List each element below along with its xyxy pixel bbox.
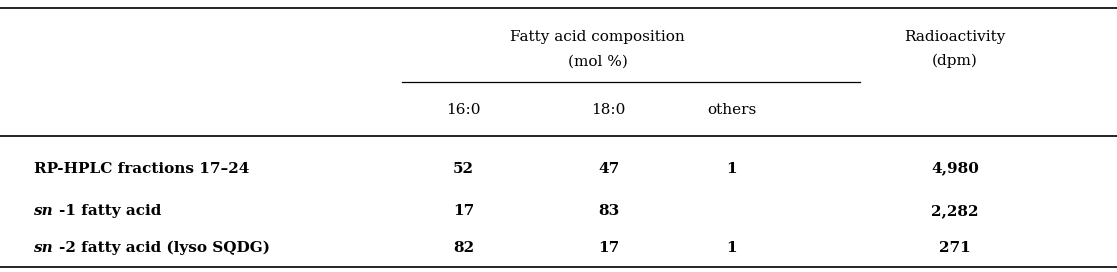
- Text: 82: 82: [454, 240, 474, 255]
- Text: 1: 1: [726, 162, 737, 176]
- Text: 1: 1: [726, 240, 737, 255]
- Text: (dpm): (dpm): [932, 54, 978, 68]
- Text: 16:0: 16:0: [447, 103, 480, 117]
- Text: Radioactivity: Radioactivity: [905, 30, 1005, 44]
- Text: (mol %): (mol %): [567, 54, 628, 68]
- Text: 2,282: 2,282: [932, 204, 978, 218]
- Text: 17: 17: [598, 240, 620, 255]
- Text: RP-HPLC fractions 17–24: RP-HPLC fractions 17–24: [34, 162, 249, 176]
- Text: -1 fatty acid: -1 fatty acid: [59, 204, 161, 218]
- Text: 52: 52: [454, 162, 474, 176]
- Text: 18:0: 18:0: [592, 103, 626, 117]
- Text: 271: 271: [939, 240, 971, 255]
- Text: sn: sn: [34, 204, 54, 218]
- Text: Fatty acid composition: Fatty acid composition: [510, 30, 685, 44]
- Text: others: others: [707, 103, 756, 117]
- Text: 4,980: 4,980: [932, 162, 978, 176]
- Text: 17: 17: [452, 204, 475, 218]
- Text: sn: sn: [34, 240, 54, 255]
- Text: 83: 83: [598, 204, 620, 218]
- Text: -2 fatty acid (lyso SQDG): -2 fatty acid (lyso SQDG): [59, 240, 270, 255]
- Text: 47: 47: [598, 162, 620, 176]
